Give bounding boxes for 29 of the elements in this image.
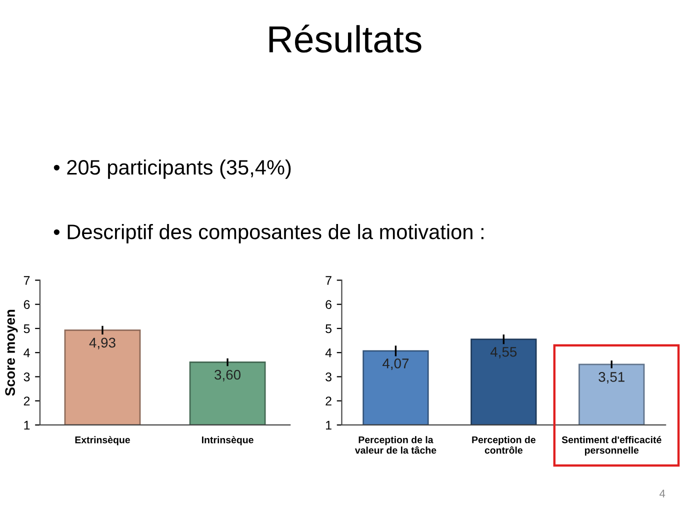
y-tick-label: 7 (326, 276, 332, 285)
x-tick-label: Perception de contrôle (472, 436, 536, 454)
y-tick-label: 3 (326, 372, 332, 382)
y-tick-label: 4 (325, 348, 332, 358)
data-label: 4,93 (89, 338, 116, 350)
y-tick-label: 2 (326, 396, 332, 406)
x-tick-label: Sentiment d'efficacité personnelle (562, 436, 662, 456)
x-tick-label: Intrinsèque (202, 436, 254, 446)
text: • Descriptif des composantes de la motivation : (54, 224, 484, 244)
text: 4 (660, 490, 666, 498)
data-label: 4,07 (382, 358, 409, 370)
y-tick-label: 5 (326, 324, 332, 334)
y-tick-label: 6 (326, 300, 332, 309)
text: • 205 participants (35,4%) (54, 159, 291, 179)
data-label: 3,51 (598, 372, 624, 384)
y-axis-title: Score moyen (5, 310, 18, 396)
data-label: 3,60 (214, 370, 241, 382)
y-tick-label: 7 (24, 276, 30, 285)
x-tick-label: Perception de la valeur de la tâche (354, 436, 436, 454)
y-tick-label: 4 (24, 348, 30, 358)
y-tick-label: 2 (24, 396, 30, 406)
y-tick-label: 5 (24, 324, 30, 334)
y-tick-label: 3 (24, 372, 30, 382)
y-tick-label: 1 (24, 420, 30, 430)
y-tick-label: 1 (326, 420, 332, 430)
y-tick-label: 6 (24, 300, 30, 309)
data-label: 4,55 (490, 347, 517, 358)
x-tick-label: Extrinsèque (75, 436, 130, 446)
text: Résultats (269, 24, 422, 53)
